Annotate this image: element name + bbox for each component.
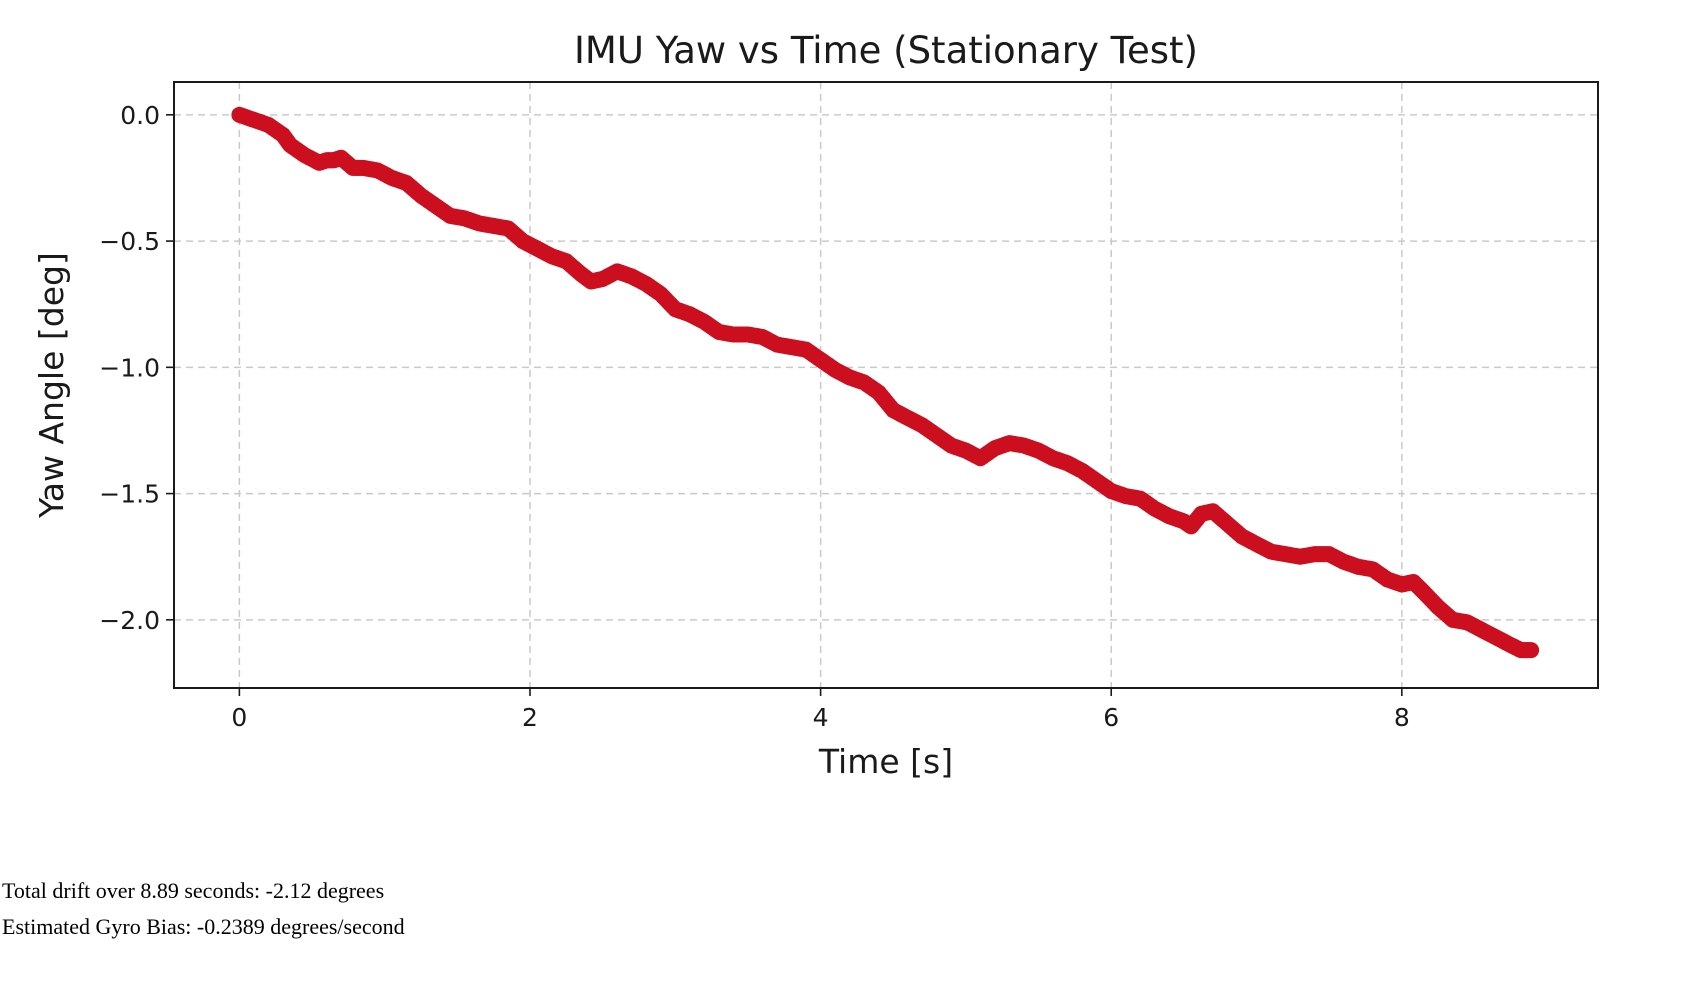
data-point <box>1523 642 1540 659</box>
y-tick-label: −1.5 <box>99 480 160 509</box>
gyro-bias-text: Estimated Gyro Bias: -0.2389 degrees/sec… <box>2 914 405 939</box>
y-tick-label: 0.0 <box>120 101 160 130</box>
total-drift-text: Total drift over 8.89 seconds: -2.12 deg… <box>2 878 385 903</box>
x-axis-label: Time [s] <box>818 742 953 781</box>
axis-ticks: 0 2 4 6 8 0.0 −0.5 −1.0 −1.5 −2.0 <box>99 101 1410 732</box>
y-tick-label: −0.5 <box>99 227 160 256</box>
x-tick-label: 8 <box>1394 703 1410 732</box>
y-axis-label: Yaw Angle [deg] <box>32 252 71 519</box>
x-tick-label: 6 <box>1103 703 1119 732</box>
chart-title: IMU Yaw vs Time (Stationary Test) <box>574 29 1198 72</box>
x-tick-label: 2 <box>522 703 538 732</box>
data-series <box>231 106 1540 659</box>
x-tick-label: 0 <box>231 703 247 732</box>
yaw-chart: IMU Yaw vs Time (Stationary Test) 0 2 4 6 80… <box>32 29 1599 781</box>
plot-frame <box>173 81 1599 689</box>
y-tick-label: −1.0 <box>99 353 160 382</box>
grid <box>174 82 1598 688</box>
y-tick-label: −2.0 <box>99 606 160 635</box>
x-tick-label: 4 <box>813 703 829 732</box>
